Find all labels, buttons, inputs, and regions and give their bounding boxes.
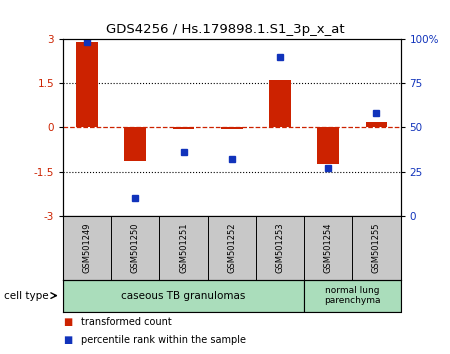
Bar [76,42,98,127]
Text: caseous TB granulomas: caseous TB granulomas [122,291,246,301]
Bar [63,280,304,312]
Bar [173,127,194,129]
Bar [317,127,339,164]
Text: cell type: cell type [4,291,49,301]
Text: transformed count: transformed count [81,317,172,327]
Bar [365,122,387,127]
Text: GSM501255: GSM501255 [372,223,381,273]
Text: normal lung
parenchyma: normal lung parenchyma [324,286,381,305]
Text: ■: ■ [63,317,72,327]
Bar [221,127,243,129]
Bar [269,80,291,127]
Text: GSM501253: GSM501253 [275,222,284,273]
Text: GSM501251: GSM501251 [179,223,188,273]
Text: GDS4256 / Hs.179898.1.S1_3p_x_at: GDS4256 / Hs.179898.1.S1_3p_x_at [106,23,344,36]
Text: GSM501250: GSM501250 [131,223,140,273]
Text: GSM501252: GSM501252 [227,223,236,273]
Text: GSM501249: GSM501249 [83,223,92,273]
Bar [125,127,146,161]
Bar [304,280,400,312]
Text: GSM501254: GSM501254 [324,223,333,273]
Text: ■: ■ [63,335,72,345]
Text: percentile rank within the sample: percentile rank within the sample [81,335,246,345]
